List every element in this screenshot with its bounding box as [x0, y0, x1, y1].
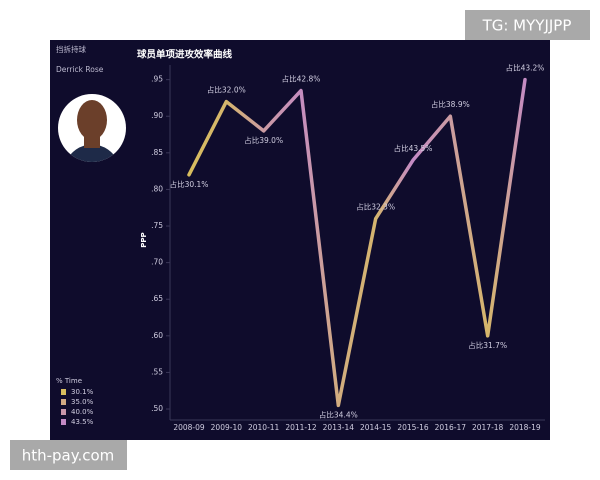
watermark-box	[10, 440, 127, 470]
y-tick-label: .95	[151, 75, 163, 84]
chart-panel	[50, 40, 550, 440]
ppp-line	[187, 77, 527, 408]
x-tick-label: 2017-18	[472, 423, 504, 432]
legend-swatch	[61, 409, 66, 415]
legend-title: % Time	[56, 377, 82, 385]
chart-title: 球员单项进攻效率曲线	[137, 49, 233, 61]
y-tick-label: .90	[151, 111, 163, 120]
x-tick-label: 2016-17	[435, 423, 467, 432]
player-photo	[58, 94, 126, 162]
time-share-label: 占比39.0%	[244, 135, 283, 145]
y-tick-label: .75	[151, 221, 163, 230]
legend-label: 30.1%	[71, 388, 94, 396]
watermark: TG: MYYJJPP	[482, 17, 572, 35]
x-tick-label: 2009-10	[211, 423, 243, 432]
y-axis-label: PPP	[140, 232, 148, 247]
time-share-label: 占比38.9%	[431, 99, 470, 109]
y-tick-label: .80	[151, 184, 163, 193]
legend-swatch	[61, 389, 66, 395]
y-tick-label: .55	[151, 367, 163, 376]
time-share-label: 占比34.4%	[319, 409, 358, 419]
legend-label: 35.0%	[71, 398, 94, 406]
time-share-label: 占比43.2%	[506, 63, 545, 73]
time-share-label: 占比32.0%	[207, 85, 246, 95]
x-tick-label: 2013-14	[323, 423, 355, 432]
time-share-label: 占比32.3%	[356, 202, 395, 212]
time-share-label: 占比31.7%	[468, 340, 507, 350]
watermark-box	[465, 10, 590, 40]
legend-label: 40.0%	[71, 408, 94, 416]
y-tick-label: .85	[151, 148, 163, 157]
player-name: Derrick Rose	[56, 65, 104, 74]
play-type: 挡拆持球	[56, 44, 86, 54]
time-share-label: 占比30.1%	[170, 179, 209, 189]
time-share-label: 占比43.5%	[394, 143, 433, 153]
y-tick-label: .65	[151, 294, 163, 303]
time-share-label: 占比42.8%	[282, 74, 321, 84]
x-tick-label: 2018-19	[509, 423, 541, 432]
x-tick-label: 2010-11	[248, 423, 280, 432]
watermark: hth-pay.com	[22, 447, 115, 465]
x-tick-label: 2008-09	[173, 423, 205, 432]
y-tick-label: .70	[151, 258, 163, 267]
legend-swatch	[61, 399, 66, 405]
legend-label: 43.5%	[71, 418, 94, 426]
legend-swatch	[61, 419, 66, 425]
y-tick-label: .60	[151, 331, 163, 340]
x-tick-label: 2011-12	[285, 423, 317, 432]
y-tick-label: .50	[151, 404, 163, 413]
x-tick-label: 2014-15	[360, 423, 392, 432]
x-tick-label: 2015-16	[397, 423, 429, 432]
